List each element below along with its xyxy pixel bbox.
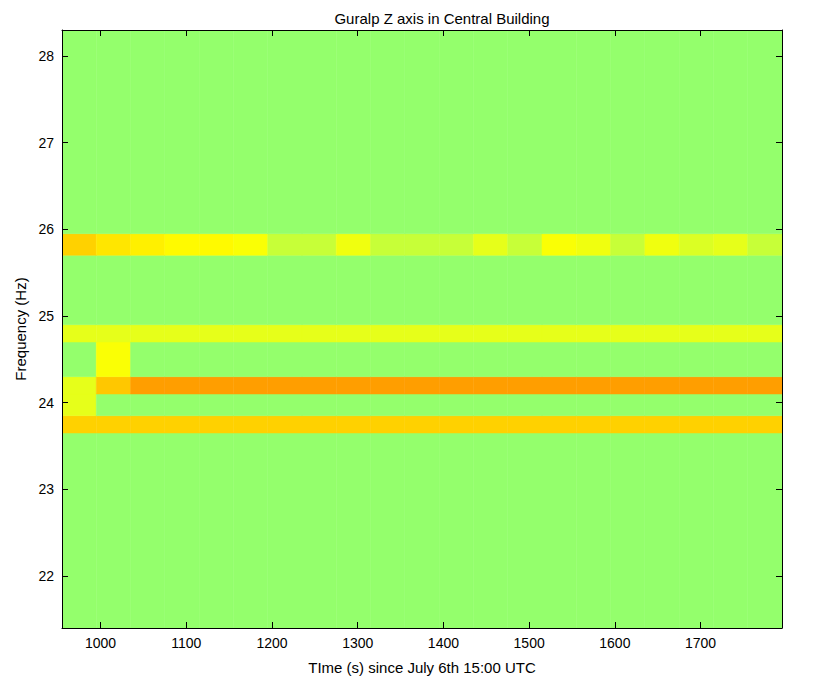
svg-text:24: 24 (38, 395, 54, 411)
svg-text:TIme (s) since July 6th 15:00: TIme (s) since July 6th 15:00 UTC (308, 659, 536, 676)
svg-text:Guralp Z axis in Central Build: Guralp Z axis in Central Building (334, 10, 549, 27)
svg-text:25: 25 (38, 308, 54, 324)
svg-text:Frequency (Hz): Frequency (Hz) (12, 277, 29, 380)
svg-text:1500: 1500 (514, 635, 545, 651)
svg-text:27: 27 (38, 135, 54, 151)
svg-text:1300: 1300 (342, 635, 373, 651)
svg-text:26: 26 (38, 221, 54, 237)
svg-text:1700: 1700 (685, 635, 716, 651)
svg-text:28: 28 (38, 48, 54, 64)
svg-text:1600: 1600 (599, 635, 630, 651)
svg-text:1000: 1000 (85, 635, 116, 651)
svg-text:1200: 1200 (256, 635, 287, 651)
svg-text:22: 22 (38, 568, 54, 584)
svg-text:1100: 1100 (171, 635, 201, 651)
svg-text:23: 23 (38, 481, 54, 497)
svg-text:1400: 1400 (428, 635, 459, 651)
